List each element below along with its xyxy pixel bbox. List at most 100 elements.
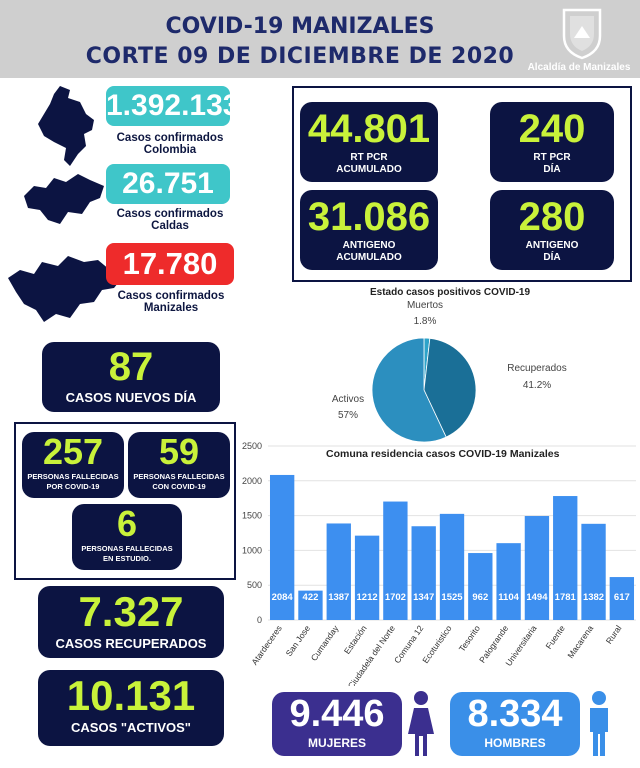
manizales-label-line2: Manizales xyxy=(143,302,199,314)
women-card: 9.446 MUJERES xyxy=(272,692,402,756)
recovered-label: CASOS RECUPERADOS xyxy=(55,636,207,651)
antigen-accumulated-value: 31.086 xyxy=(307,195,431,239)
bar-value-label: 1525 xyxy=(441,592,463,603)
deaths-in-study-label2: EN ESTUDIO. xyxy=(103,554,151,563)
men-label: HOMBRES xyxy=(484,736,546,750)
bar-4 xyxy=(383,501,408,620)
bar-5 xyxy=(411,526,436,620)
caldas-confirmed-value: 26.751 xyxy=(106,164,230,204)
bar-value-label: 1781 xyxy=(555,592,577,603)
deaths-in-study-card: 6 PERSONAS FALLECIDAS EN ESTUDIO. xyxy=(72,504,182,570)
pie-label-recuperados-name: Recuperados xyxy=(507,363,567,374)
bar-3 xyxy=(354,535,380,620)
pie-slice-recuperados xyxy=(423,337,477,438)
manizales-map-icon xyxy=(8,256,122,322)
women-label: MUJERES xyxy=(307,736,366,750)
women-value: 9.446 xyxy=(289,693,385,735)
colombia-label-line2: Colombia xyxy=(143,144,197,156)
x-category-label: Ecoturistico xyxy=(420,623,454,665)
rt-pcr-accumulated-label2: ACUMULADO xyxy=(336,164,402,175)
recovered-card: 7.327 CASOS RECUPERADOS xyxy=(38,586,224,658)
colombia-map-icon xyxy=(38,86,94,166)
rt-pcr-accumulated-card: 44.801 RT PCR ACUMULADO xyxy=(300,102,438,182)
deaths-with-covid-value: 59 xyxy=(158,431,200,472)
caldas-map-icon xyxy=(24,174,104,224)
pie-chart xyxy=(371,337,477,443)
antigen-accumulated-label2: ACUMULADO xyxy=(336,252,402,263)
bar-value-label: 422 xyxy=(303,592,319,603)
y-tick-label: 2500 xyxy=(242,441,262,451)
pie-label-activos-name: Activos xyxy=(331,394,365,405)
page-subtitle: CORTE 09 DE DICIEMBRE DE 2020 xyxy=(85,44,515,69)
antigen-accumulated-card: 31.086 ANTIGENO ACUMULADO xyxy=(300,190,438,270)
colombia-label-line1: Casos confirmados xyxy=(116,132,224,144)
new-cases-value: 87 xyxy=(108,345,154,389)
bar-value-label: 1702 xyxy=(385,592,406,603)
deaths-with-covid-label2: CON COVID-19 xyxy=(152,482,206,491)
bar-11 xyxy=(581,523,606,620)
tests-frame xyxy=(292,86,632,282)
rt-pcr-day-card: 240 RT PCR DÍA xyxy=(490,102,614,182)
x-category-label: Fuente xyxy=(543,623,567,651)
deaths-frame xyxy=(14,422,236,580)
x-category-label: Rural xyxy=(604,623,624,645)
colombia-confirmed-value: 1.392.133 xyxy=(106,86,239,126)
bar-2 xyxy=(326,523,351,620)
bar-1 xyxy=(298,590,323,620)
man-icon xyxy=(590,691,608,756)
deaths-with-covid-card: 59 PERSONAS FALLECIDAS CON COVID-19 xyxy=(128,432,230,498)
pie-slice-activos xyxy=(371,337,447,443)
manizales-confirmed-value: 17.780 xyxy=(106,243,234,285)
deaths-with-covid-label1: PERSONAS FALLECIDAS xyxy=(133,472,225,481)
caldas-label-line2: Caldas xyxy=(151,220,189,232)
pie-label-activos-pct: 57% xyxy=(337,410,358,421)
antigen-accumulated-label1: ANTIGENO xyxy=(342,240,396,251)
deaths-in-study-value: 6 xyxy=(116,503,138,544)
deaths-by-covid-card: 257 PERSONAS FALLECIDAS POR COVID-19 xyxy=(22,432,124,498)
bar-value-label: 1104 xyxy=(498,592,519,603)
deaths-by-covid-label1: PERSONAS FALLECIDAS xyxy=(27,472,119,481)
y-tick-label: 1000 xyxy=(242,545,262,555)
antigen-day-label1: ANTIGENO xyxy=(525,240,579,251)
bar-value-label: 1212 xyxy=(357,592,378,603)
bar-0 xyxy=(269,474,295,620)
logo-text: Alcaldía de Manizales xyxy=(527,62,631,73)
new-cases-label: CASOS NUEVOS DÍA xyxy=(65,390,197,405)
deaths-by-covid-label2: POR COVID-19 xyxy=(46,482,100,491)
bar-value-label: 2084 xyxy=(272,592,294,603)
pie-label-recuperados-pct: 41.2% xyxy=(522,380,552,391)
men-card: 8.334 HOMBRES xyxy=(450,692,580,756)
pie-label-muertos-name: Muertos xyxy=(406,300,444,311)
bar-value-label: 1387 xyxy=(328,592,349,603)
x-category-label: San Jose xyxy=(284,623,313,658)
bar-chart: 0 500 1000 1500 2000 2500 2084 Atardeceres 422 Sa… xyxy=(242,441,636,686)
bar-10 xyxy=(553,496,578,620)
antigen-day-card: 280 ANTIGENO DÍA xyxy=(490,190,614,270)
rt-pcr-day-label1: RT PCR xyxy=(533,152,571,163)
x-category-label: Estación xyxy=(342,623,369,656)
active-value: 10.131 xyxy=(66,672,196,719)
rt-pcr-day-value: 240 xyxy=(518,107,586,151)
new-cases-card: 87 CASOS NUEVOS DÍA xyxy=(42,342,220,412)
bar-value-label: 1494 xyxy=(526,592,548,603)
x-category-label: Cumanday xyxy=(309,623,341,663)
bar-9 xyxy=(524,516,550,620)
recovered-value: 7.327 xyxy=(78,588,184,635)
woman-icon xyxy=(408,691,434,756)
rt-pcr-accumulated-value: 44.801 xyxy=(307,107,431,151)
antigen-day-label2: DÍA xyxy=(543,252,561,263)
colombia-confirmed-label: Casos confirmados Colombia xyxy=(100,132,240,156)
bar-value-label: 1382 xyxy=(583,592,604,603)
caldas-label-line1: Casos confirmados xyxy=(116,208,224,220)
x-category-label: Macarena xyxy=(565,623,595,660)
y-tick-label: 2000 xyxy=(242,476,262,486)
pie-chart-title: Estado casos positivos COVID-19 xyxy=(369,287,531,298)
bar-8 xyxy=(496,543,521,620)
caldas-confirmed-label: Casos confirmados Caldas xyxy=(100,208,240,232)
bar-7 xyxy=(468,553,493,620)
bar-12 xyxy=(609,577,635,620)
antigen-day-value: 280 xyxy=(518,195,586,239)
active-card: 10.131 CASOS "ACTIVOS" xyxy=(38,670,224,746)
pie-label-muertos-pct: 1.8% xyxy=(413,316,437,327)
bar-6 xyxy=(439,513,465,620)
